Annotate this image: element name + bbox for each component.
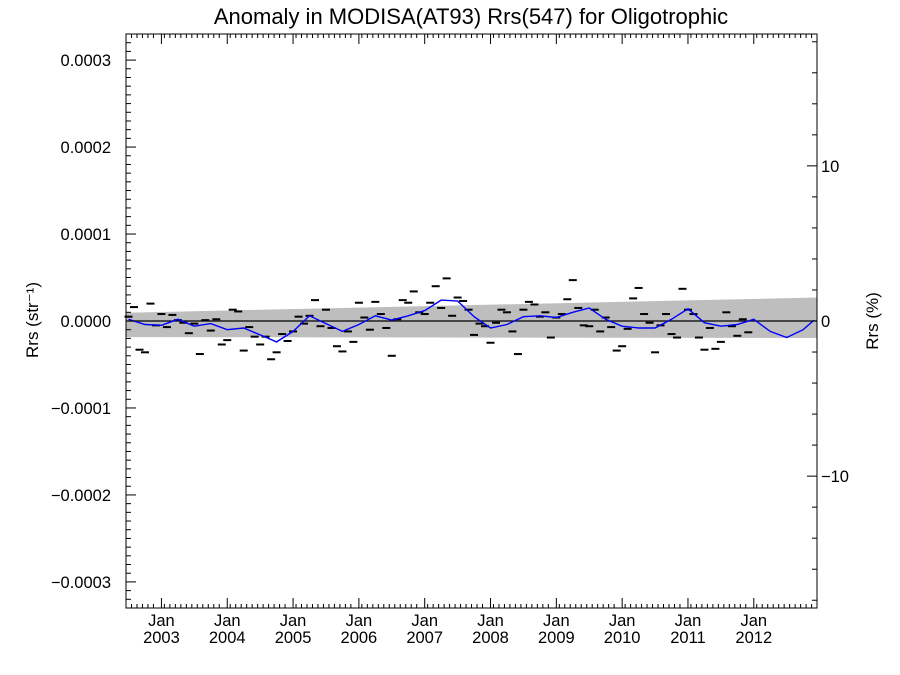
x-tick-month-label: Jan [675, 612, 702, 630]
x-tick-year-label: 2012 [735, 629, 772, 647]
x-tick-month-label: Jan [609, 612, 636, 630]
uncertainty-band [126, 297, 817, 338]
left-tick-label: −0.0002 [51, 487, 111, 505]
x-tick-month-label: Jan [477, 612, 504, 630]
x-tick-month-label: Jan [543, 612, 570, 630]
right-tick-label: 0 [821, 313, 830, 331]
left-axis-ticks: 0.0003 0.0002 0.0001 0.0000 −0.0001 −0.0002 −0… [51, 33, 136, 609]
x-tick-year-label: 2009 [538, 629, 575, 647]
x-tick-year-label: 2011 [670, 629, 705, 647]
left-tick-label: −0.0003 [51, 574, 111, 592]
x-tick-month-label: Jan [740, 612, 767, 630]
left-tick-label: 0.0003 [61, 52, 111, 70]
right-tick-label: −10 [821, 468, 849, 486]
x-tick-year-label: 2004 [209, 629, 246, 647]
x-tick-year-label: 2008 [472, 629, 509, 647]
y-axis-label-right: Rrs (%) [863, 292, 882, 350]
x-tick-month-label: Jan [280, 612, 307, 630]
left-tick-label: 0.0000 [61, 313, 111, 331]
chart-title: Anomaly in MODISA(AT93) Rrs(547) for Oli… [214, 4, 728, 29]
left-tick-label: 0.0002 [61, 139, 111, 157]
y-axis-label-left: Rrs (str⁻¹) [23, 282, 42, 358]
left-tick-label: −0.0001 [51, 400, 111, 418]
x-tick-year-label: 2010 [604, 629, 641, 647]
x-axis-ticks: Jan2003Jan2004Jan2005Jan2006Jan2007Jan20… [125, 34, 813, 647]
x-tick-year-label: 2003 [143, 629, 180, 647]
x-tick-month-label: Jan [346, 612, 373, 630]
left-tick-label: 0.0001 [61, 226, 111, 244]
x-tick-year-label: 2005 [275, 629, 312, 647]
right-tick-label: 10 [821, 158, 839, 176]
x-tick-year-label: 2006 [341, 629, 378, 647]
running-mean-layer [128, 299, 815, 343]
right-axis-ticks: 10 0 −10 [807, 41, 849, 601]
x-tick-year-label: 2007 [406, 629, 443, 647]
x-tick-month-label: Jan [148, 612, 175, 630]
running-mean-line [128, 299, 815, 343]
x-tick-month-label: Jan [214, 612, 241, 630]
x-tick-month-label: Jan [411, 612, 438, 630]
uncertainty-band-layer [126, 297, 817, 338]
